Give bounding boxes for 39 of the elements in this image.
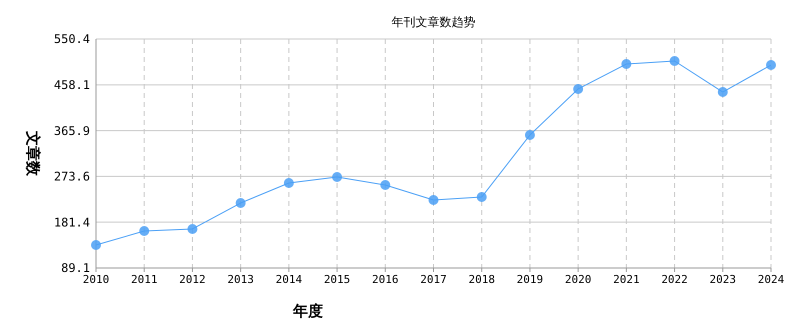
point <box>380 180 390 190</box>
point <box>621 59 632 70</box>
x-tick-label: 2018 <box>468 273 495 286</box>
point <box>139 226 150 236</box>
x-tick-label: 2019 <box>516 273 544 286</box>
point <box>573 84 584 94</box>
point <box>524 130 535 140</box>
y-tick-label: 550.4 <box>54 32 90 46</box>
point <box>284 178 294 188</box>
x-tick-label: 2015 <box>324 273 350 286</box>
y-tick-label: 181.4 <box>54 215 90 230</box>
x-tick-label: 2024 <box>758 273 785 286</box>
point <box>718 87 728 98</box>
x-tick-label: 2011 <box>130 273 158 286</box>
x-axis-title: 年度 <box>292 302 323 320</box>
x-tick-label: 2021 <box>613 273 640 286</box>
x-tick-label: 2014 <box>276 273 302 286</box>
point <box>187 224 198 234</box>
x-tick-label: 2016 <box>372 273 399 286</box>
x-tick-label: 2013 <box>227 273 254 286</box>
x-tick-label: 2012 <box>179 273 206 286</box>
x-tick-label: 2010 <box>82 273 110 286</box>
x-tick-label: 2023 <box>710 273 736 286</box>
y-axis-title: 文章数 <box>24 130 42 177</box>
point <box>91 240 101 250</box>
point <box>476 192 487 202</box>
x-tick-label: 2020 <box>564 273 592 286</box>
point <box>236 198 246 208</box>
y-tick-label: 89.1 <box>61 261 90 276</box>
x-tick-label: 2017 <box>420 273 447 286</box>
chart-title: 年刊文章数趋势 <box>392 15 476 29</box>
y-tick-label: 458.1 <box>54 78 90 92</box>
point <box>766 60 776 70</box>
x-tick-label: 2022 <box>661 273 688 286</box>
y-tick-label: 273.6 <box>54 170 90 184</box>
point <box>670 56 680 66</box>
y-tick-label: 365.9 <box>54 124 90 138</box>
point <box>332 172 342 182</box>
point <box>428 194 438 205</box>
